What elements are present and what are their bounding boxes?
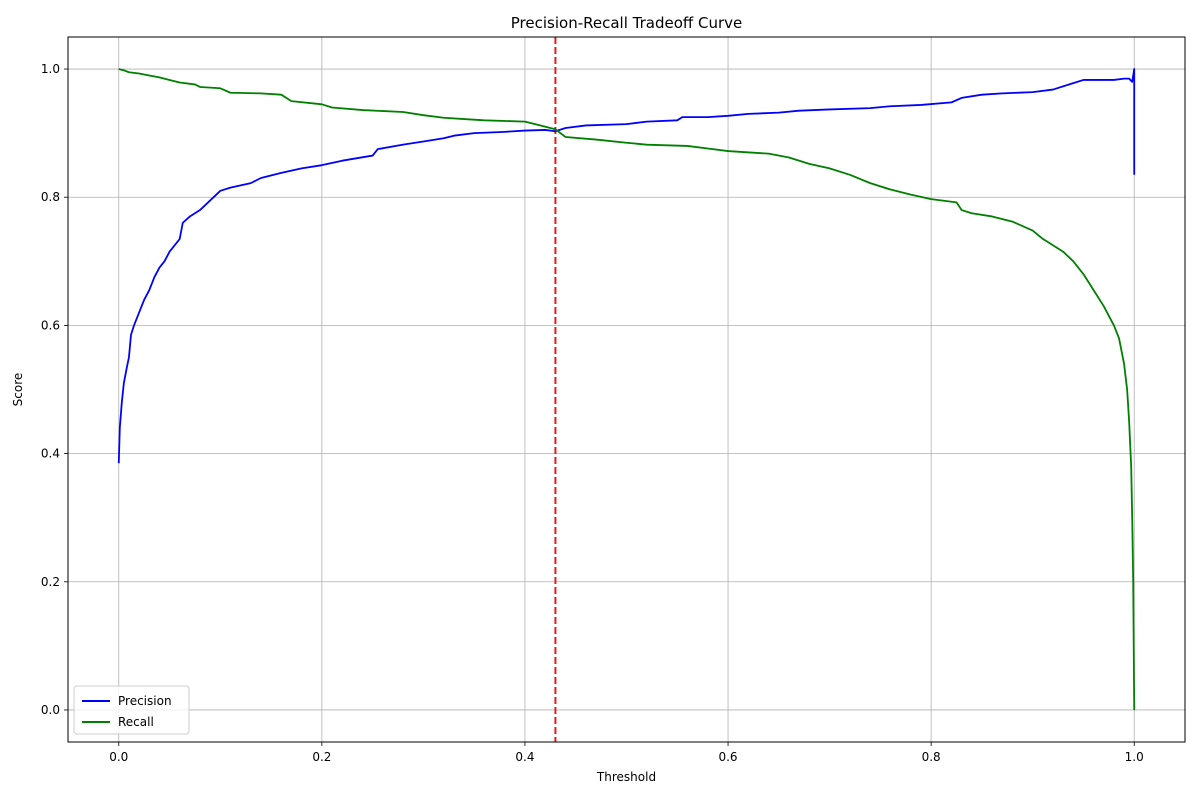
x-tick-label: 0.2 xyxy=(312,750,331,764)
plot-frame xyxy=(67,36,1186,743)
y-tick-label: 0.0 xyxy=(41,703,60,717)
y-tick-label: 1.0 xyxy=(41,62,60,76)
y-tick-label: 0.4 xyxy=(41,447,60,461)
legend: Precision Recall xyxy=(73,685,190,735)
series-line-recall xyxy=(118,68,1136,710)
legend-label: Recall xyxy=(118,715,154,729)
axis-ticks: 0.0 0.2 0.4 0.6 0.8 1.0 0.0 0.2 0.4 0.6 0.8 1.0 xyxy=(41,62,1144,764)
x-tick-label: 0.6 xyxy=(718,750,737,764)
series-line-precision xyxy=(117,68,1136,464)
y-tick-label: 0.2 xyxy=(41,575,60,589)
series-layer xyxy=(117,68,1136,710)
y-tick-label: 0.6 xyxy=(41,318,60,332)
y-tick-label: 0.8 xyxy=(41,190,60,204)
x-axis-title: Threshold xyxy=(596,770,656,784)
x-tick-label: 0.4 xyxy=(515,750,534,764)
chart-title: Precision-Recall Tradeoff Curve xyxy=(511,14,742,32)
legend-label: Precision xyxy=(118,694,172,708)
x-tick-label: 0.8 xyxy=(922,750,941,764)
x-tick-label: 1.0 xyxy=(1125,750,1144,764)
x-tick-label: 0.0 xyxy=(109,750,128,764)
y-axis-title: Score xyxy=(11,373,25,407)
